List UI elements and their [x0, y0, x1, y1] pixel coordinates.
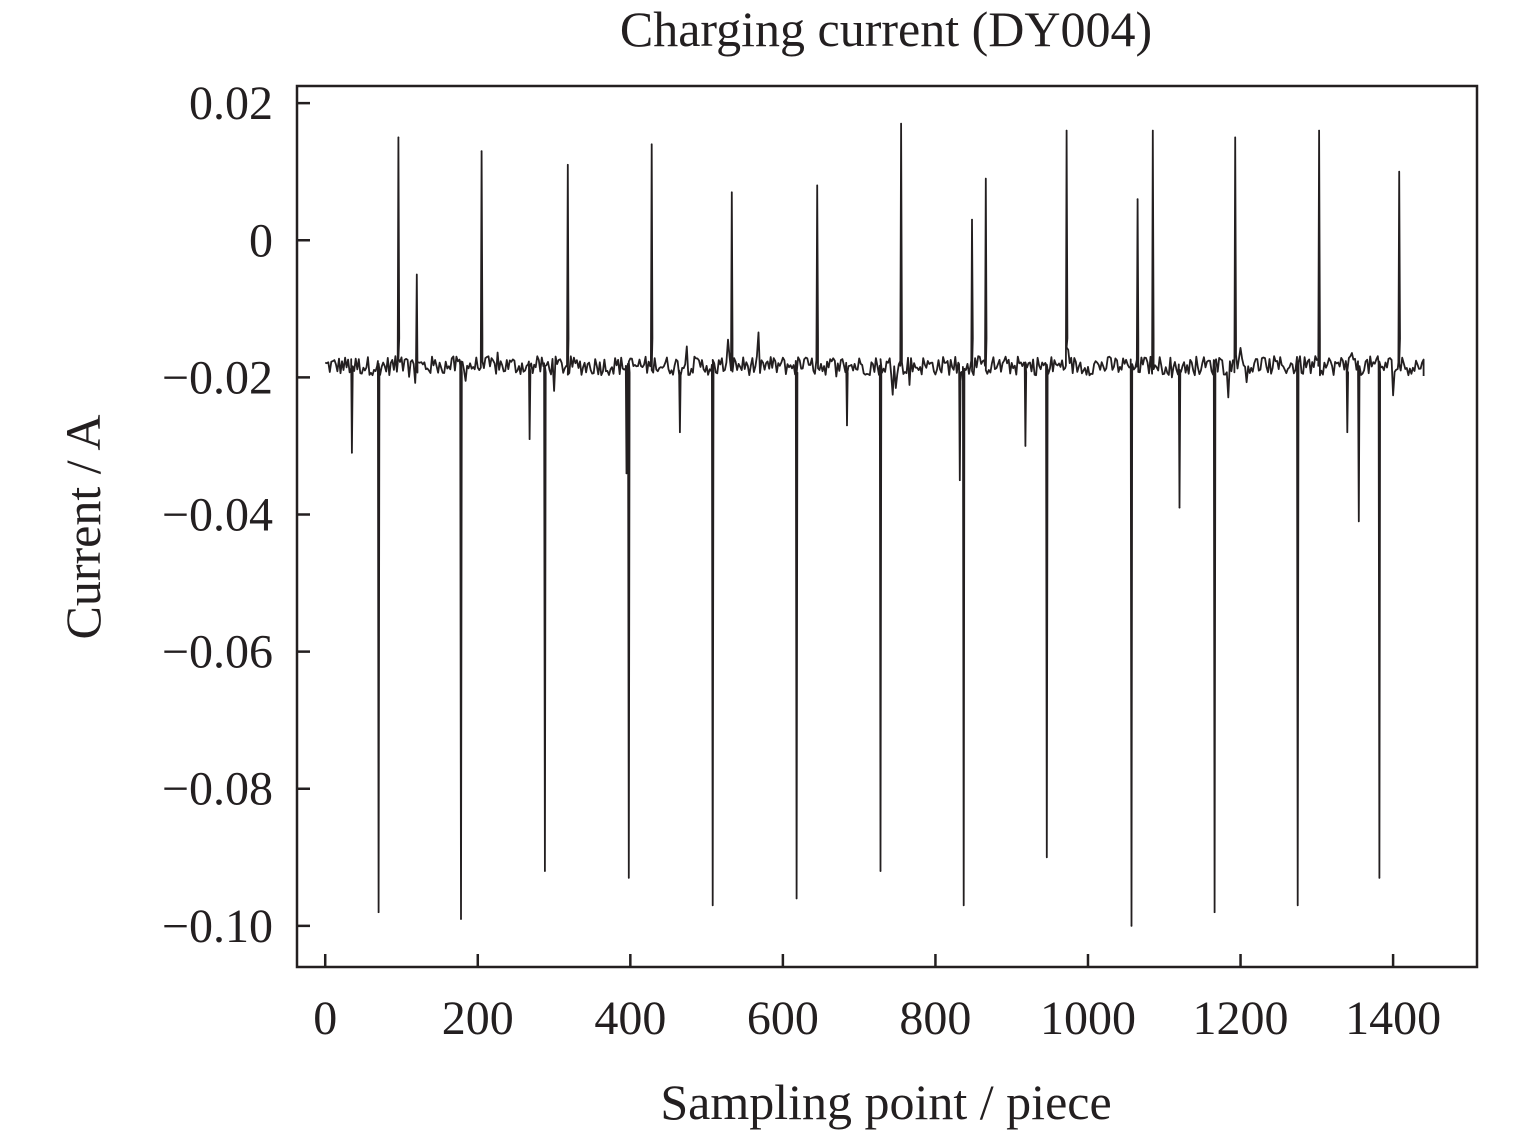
spike-point: [650, 143, 653, 146]
x-tick-label: 800: [899, 992, 971, 1045]
spike-point: [1130, 925, 1133, 927]
spike-point: [816, 184, 819, 187]
y-axis-ticks: 0.02 0 −0.02 −0.04 −0.06 −0.08 −0.10: [162, 77, 310, 953]
spike-point: [900, 122, 902, 125]
spike-point: [971, 218, 973, 221]
x-tick-label: 400: [594, 992, 666, 1045]
spike-point: [377, 911, 380, 913]
spike-point: [679, 431, 681, 434]
y-tick-label: 0: [249, 214, 273, 267]
spike-point: [984, 177, 987, 180]
spike-point: [480, 150, 483, 152]
x-axis-ticks: 0 200 400 600 800 1000 1200 1400: [313, 954, 1441, 1045]
spike-point: [1045, 856, 1048, 859]
spike-point: [628, 877, 630, 879]
y-tick-label: −0.02: [162, 351, 273, 404]
y-tick-label: −0.06: [162, 626, 273, 679]
x-tick-label: 0: [313, 992, 337, 1045]
spike-point: [1024, 445, 1027, 447]
spike-point: [1152, 129, 1154, 132]
spike-point: [1065, 129, 1068, 132]
spike-point: [625, 472, 628, 475]
y-tick-label: −0.08: [162, 763, 273, 816]
x-tick-label: 1000: [1040, 992, 1136, 1045]
spike-point: [959, 479, 961, 482]
spike-point: [1357, 520, 1360, 523]
spike-point: [1398, 170, 1400, 173]
spike-point: [415, 273, 418, 276]
spike-point: [962, 904, 965, 907]
spike-point: [1346, 431, 1349, 434]
x-tick-label: 600: [747, 992, 819, 1045]
y-tick-label: 0.02: [189, 77, 273, 130]
spike-point: [351, 451, 353, 454]
y-tick-label: −0.10: [162, 900, 273, 953]
chart-title: Charging current (DY004): [620, 1, 1152, 57]
spike-point: [730, 191, 733, 194]
y-tick-label: −0.04: [162, 489, 273, 542]
spike-point: [566, 164, 569, 166]
spike-point: [1234, 136, 1237, 139]
spike-point: [1136, 198, 1139, 200]
spike-point: [528, 438, 531, 440]
spike-point: [1213, 911, 1216, 913]
spike-point: [711, 904, 714, 907]
x-axis-label: Sampling point / piece: [660, 1074, 1111, 1130]
spike-point: [1296, 904, 1299, 907]
spike-point: [397, 136, 400, 139]
series-line: [324, 122, 1425, 927]
spike-point: [879, 870, 882, 872]
spike-point: [795, 897, 798, 900]
x-tick-label: 1400: [1345, 992, 1441, 1045]
spike-point: [544, 870, 546, 872]
spike-point: [846, 424, 848, 427]
plot-frame: [295, 84, 1479, 969]
x-tick-label: 1200: [1193, 992, 1289, 1045]
spike-point: [1318, 129, 1320, 132]
spike-point: [1178, 506, 1181, 509]
x-tick-label: 200: [442, 992, 514, 1045]
y-axis-label: Current / A: [55, 415, 111, 640]
spike-point: [1378, 877, 1381, 879]
spike-point: [460, 918, 462, 920]
series-group: [324, 122, 1425, 927]
